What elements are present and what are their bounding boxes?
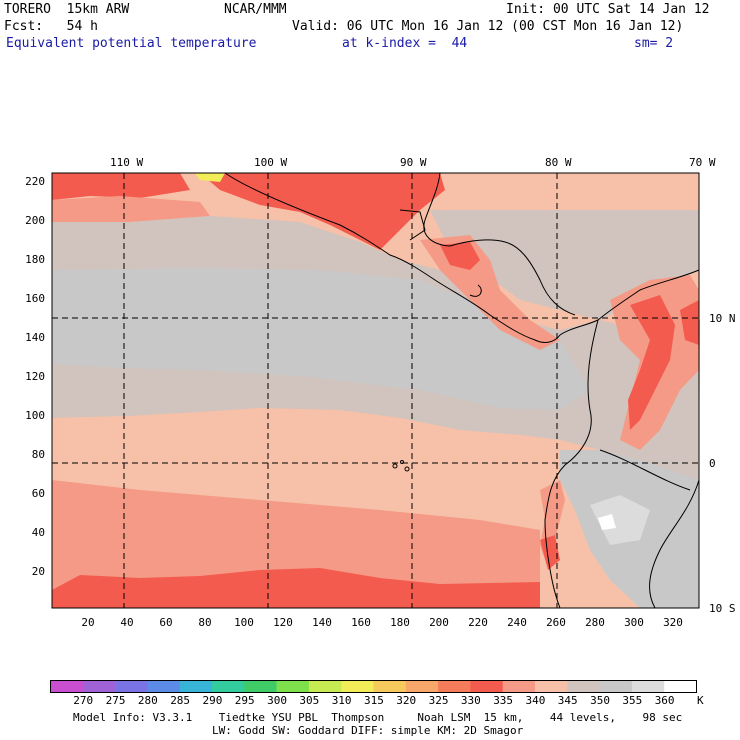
colorbar-swatch (308, 680, 342, 693)
model-info-line2: LW: Godd SW: Goddard DIFF: simple KM: 2D… (212, 724, 524, 737)
x-tick: 80 (198, 616, 211, 629)
lon-label-70w: 70 W (689, 156, 716, 169)
y-tick: 200 (25, 214, 45, 227)
lon-label-100w: 100 W (254, 156, 287, 169)
organization: NCAR/MMM (224, 2, 287, 17)
colorbar-swatch (50, 680, 84, 693)
x-tick: 320 (663, 616, 683, 629)
x-tick: 100 (234, 616, 254, 629)
longitude-labels: 110 W 100 W 90 W 80 W 70 W (110, 156, 716, 169)
lat-lon-grid (52, 173, 699, 608)
colorbar-swatch (405, 680, 439, 693)
y-tick: 100 (25, 409, 45, 422)
latitude-labels: 10 N 0 10 S (709, 312, 736, 615)
lat-label-0: 0 (709, 457, 716, 470)
field-shading (52, 173, 700, 608)
colorbar-level-label: 300 (267, 694, 287, 707)
colorbar-swatch (82, 680, 116, 693)
forecast-hour: Fcst: 54 h (4, 19, 98, 34)
x-tick: 260 (546, 616, 566, 629)
colorbar-level-label: 315 (364, 694, 384, 707)
field-name: Equivalent potential temperature (6, 36, 257, 51)
smoothing: sm= 2 (634, 36, 674, 51)
x-tick: 180 (390, 616, 410, 629)
y-tick: 60 (32, 487, 45, 500)
model-info-line1: Model Info: V3.3.1 Tiedtke YSU PBL Thomp… (73, 711, 683, 724)
y-tick: 180 (25, 253, 45, 266)
colorbar-swatch (373, 680, 407, 693)
colorbar-swatch (438, 680, 471, 693)
colorbar-level-label: 325 (428, 694, 449, 707)
vertical-level: at k-index = 44 (342, 36, 468, 51)
x-tick: 200 (429, 616, 449, 629)
colorbar-swatch (599, 680, 633, 693)
y-tick: 120 (25, 370, 45, 383)
x-tick: 140 (312, 616, 332, 629)
colorbar-swatch (276, 680, 310, 693)
x-tick: 240 (507, 616, 527, 629)
lon-label-90w: 90 W (400, 156, 427, 169)
colorbar-swatch (535, 680, 568, 693)
y-tick: 220 (25, 175, 45, 188)
x-tick: 280 (585, 616, 605, 629)
x-tick: 60 (159, 616, 172, 629)
colorbar-swatch (470, 680, 503, 693)
y-tick: 140 (25, 331, 45, 344)
colorbar-swatch (244, 680, 277, 693)
lat-label-10n: 10 N (709, 312, 736, 325)
y-tick: 160 (25, 292, 45, 305)
colorbar-swatch (179, 680, 213, 693)
x-tick: 160 (351, 616, 371, 629)
theta-e-map: 110 W 100 W 90 W 80 W 70 W (25, 156, 736, 629)
colorbar-level-label: 350 (590, 694, 610, 707)
colorbar-level-label: 310 (331, 694, 352, 707)
left-y-ticks: 220 200 180 160 140 120 100 80 60 40 20 (25, 175, 45, 578)
colorbar-swatch (341, 680, 374, 693)
colorbar-level-label: 330 (460, 694, 481, 707)
x-tick: 40 (120, 616, 133, 629)
y-tick: 80 (32, 448, 45, 461)
colorbar-level-label: 345 (557, 694, 578, 707)
colorbar-unit: K (697, 694, 704, 707)
x-tick: 20 (81, 616, 94, 629)
lat-label-10s: 10 S (709, 602, 736, 615)
colorbar-swatch (502, 680, 536, 693)
colorbar (50, 680, 697, 693)
colorbar-level-label: 275 (105, 694, 126, 707)
lon-label-110w: 110 W (110, 156, 143, 169)
colorbar-level-label: 280 (137, 694, 158, 707)
colorbar-swatches (50, 680, 697, 693)
map-frame (51, 172, 700, 609)
colorbar-level-label: 335 (493, 694, 514, 707)
colorbar-level-label: 320 (396, 694, 417, 707)
lon-label-80w: 80 W (545, 156, 572, 169)
y-tick: 40 (32, 526, 45, 539)
colorbar-swatch (212, 680, 245, 693)
model-name: TORERO 15km ARW (4, 2, 130, 17)
colorbar-swatch (567, 680, 600, 693)
colorbar-swatch (115, 680, 148, 693)
colorbar-swatch (631, 680, 665, 693)
colorbar-level-label: 360 (654, 694, 675, 707)
x-tick: 300 (624, 616, 644, 629)
x-tick: 220 (468, 616, 488, 629)
x-tick: 120 (273, 616, 293, 629)
valid-time: Valid: 06 UTC Mon 16 Jan 12 (00 CST Mon … (292, 19, 684, 34)
colorbar-level-label: 285 (170, 694, 191, 707)
colorbar-level-label: 295 (234, 694, 255, 707)
y-tick: 20 (32, 565, 45, 578)
colorbar-level-label: 355 (622, 694, 643, 707)
colorbar-level-label: 305 (299, 694, 320, 707)
colorbar-swatch (664, 680, 697, 693)
init-time: Init: 00 UTC Sat 14 Jan 12 (506, 2, 710, 17)
colorbar-swatch (147, 680, 180, 693)
colorbar-level-label: 270 (73, 694, 94, 707)
colorbar-level-label: 340 (525, 694, 546, 707)
bottom-x-ticks: 20 40 60 80 100 120 140 160 180 200 220 … (81, 616, 683, 629)
colorbar-level-label: 290 (202, 694, 223, 707)
